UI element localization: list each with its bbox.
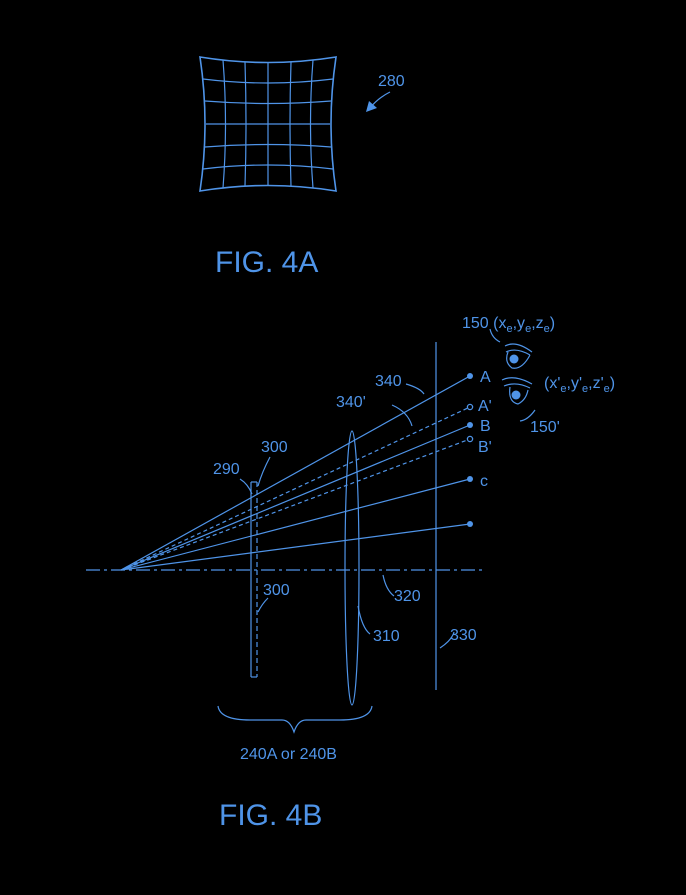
ref-300-bottom-label: 300 bbox=[263, 582, 290, 599]
ref-280-label: 280 bbox=[378, 73, 405, 90]
point-a-prime-label: A' bbox=[478, 398, 492, 415]
point-b-marker bbox=[467, 422, 473, 428]
fig-4b-title: FIG. 4B bbox=[219, 799, 322, 832]
point-c-label: c bbox=[480, 473, 488, 490]
ref-340-label: 340 bbox=[375, 373, 402, 390]
display-panel bbox=[251, 482, 257, 677]
ref-320-label: 320 bbox=[394, 588, 421, 605]
point-bottom-marker bbox=[467, 521, 473, 527]
lens-310 bbox=[345, 431, 359, 705]
ref-150-prime-label: 150' bbox=[530, 419, 560, 436]
light-rays bbox=[121, 376, 470, 570]
bracket-240 bbox=[218, 706, 372, 732]
bracket-240-label: 240A or 240B bbox=[240, 746, 337, 763]
point-a-marker bbox=[467, 373, 473, 379]
point-c-marker bbox=[467, 476, 473, 482]
point-b-label: B bbox=[480, 418, 491, 435]
point-a-prime-marker bbox=[467, 404, 472, 409]
ref-290-label: 290 bbox=[213, 461, 240, 478]
ref-310-label: 310 bbox=[373, 628, 400, 645]
ref-300-top-label: 300 bbox=[261, 439, 288, 456]
eye-150-prime-coords: (x'e,y'e,z'e) bbox=[544, 375, 615, 395]
point-a-label: A bbox=[480, 369, 491, 386]
eye-150-coords: 150 (xe,ye,ze) bbox=[462, 315, 555, 335]
point-b-prime-marker bbox=[467, 436, 472, 441]
eye-prime-icon bbox=[502, 378, 532, 404]
ref-arrow-280 bbox=[366, 92, 390, 112]
fig-4a-title: FIG. 4A bbox=[215, 246, 318, 279]
ref-340-prime-label: 340' bbox=[336, 394, 366, 411]
point-b-prime-label: B' bbox=[478, 439, 492, 456]
eye-icon bbox=[505, 344, 532, 368]
ref-330-label: 330 bbox=[450, 627, 477, 644]
distortion-grid bbox=[200, 57, 336, 191]
